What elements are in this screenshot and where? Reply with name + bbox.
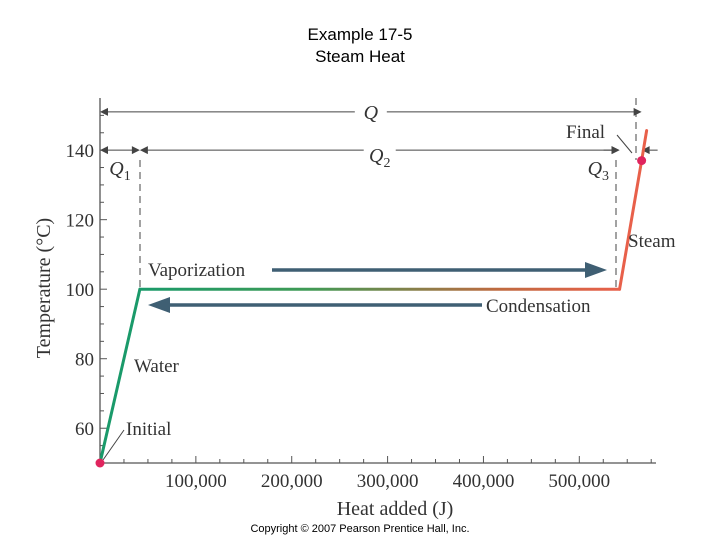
copyright-footer: Copyright © 2007 Pearson Prentice Hall, …: [250, 523, 470, 535]
final-point: [637, 156, 647, 166]
initial-leader-line: [102, 429, 125, 461]
y-tick-label: 80: [75, 350, 94, 371]
dimension-arrowhead: [131, 146, 140, 155]
water-heating-segment: [98, 287, 142, 465]
steam-heating-segment: [618, 159, 644, 291]
q-total-label: Q: [364, 102, 379, 124]
slide-title-line-2: Steam Heat: [315, 47, 405, 66]
initial-point: [95, 458, 105, 468]
water-label: Water: [134, 356, 180, 377]
initial-label: Initial: [126, 419, 171, 440]
dimension-label-background: [354, 101, 387, 122]
y-tick-label: 140: [66, 141, 95, 162]
dimension-arrowhead: [611, 146, 620, 155]
x-axis-label: Heat added (J): [337, 498, 454, 520]
dimension-label-background: [363, 140, 396, 161]
x-tick-label: 500,000: [548, 471, 610, 492]
q3-label: Q3: [588, 158, 609, 184]
steam-label: Steam: [628, 231, 676, 252]
dimension-arrowhead: [100, 146, 108, 155]
final-leader-line: [616, 134, 633, 154]
vaporization-arrowhead: [585, 262, 607, 278]
x-tick-label: 300,000: [357, 471, 419, 492]
q-total-dimension: Q: [100, 101, 642, 124]
x-tick-label: 400,000: [453, 471, 515, 492]
y-tick-label: 120: [66, 211, 95, 232]
slide-title: Example 17-5 Steam Heat: [0, 24, 720, 68]
dimension-arrowhead: [139, 146, 148, 155]
condensation-arrowhead: [148, 297, 170, 313]
x-tick-label: 100,000: [165, 471, 227, 492]
slide-title-line-1: Example 17-5: [307, 25, 413, 44]
condensation-label: Condensation: [486, 296, 591, 317]
q3-dimension: Q3: [588, 146, 658, 184]
q1-dimension: Q1: [100, 146, 140, 184]
x-tick-label: 200,000: [261, 471, 323, 492]
y-tick-label: 60: [75, 419, 94, 440]
steam-continuation-segment: [640, 129, 649, 163]
y-axis-label: Temperature (°C): [33, 218, 55, 358]
vaporization-label: Vaporization: [148, 260, 246, 281]
dimension-arrowhead: [641, 146, 650, 155]
y-tick-label: 100: [66, 280, 95, 301]
q1-label: Q1: [109, 158, 130, 184]
final-label: Final: [566, 122, 605, 143]
q2-dimension: Q2: [139, 140, 620, 171]
dimension-arrowhead: [100, 107, 108, 116]
dimension-arrowhead: [633, 107, 642, 116]
